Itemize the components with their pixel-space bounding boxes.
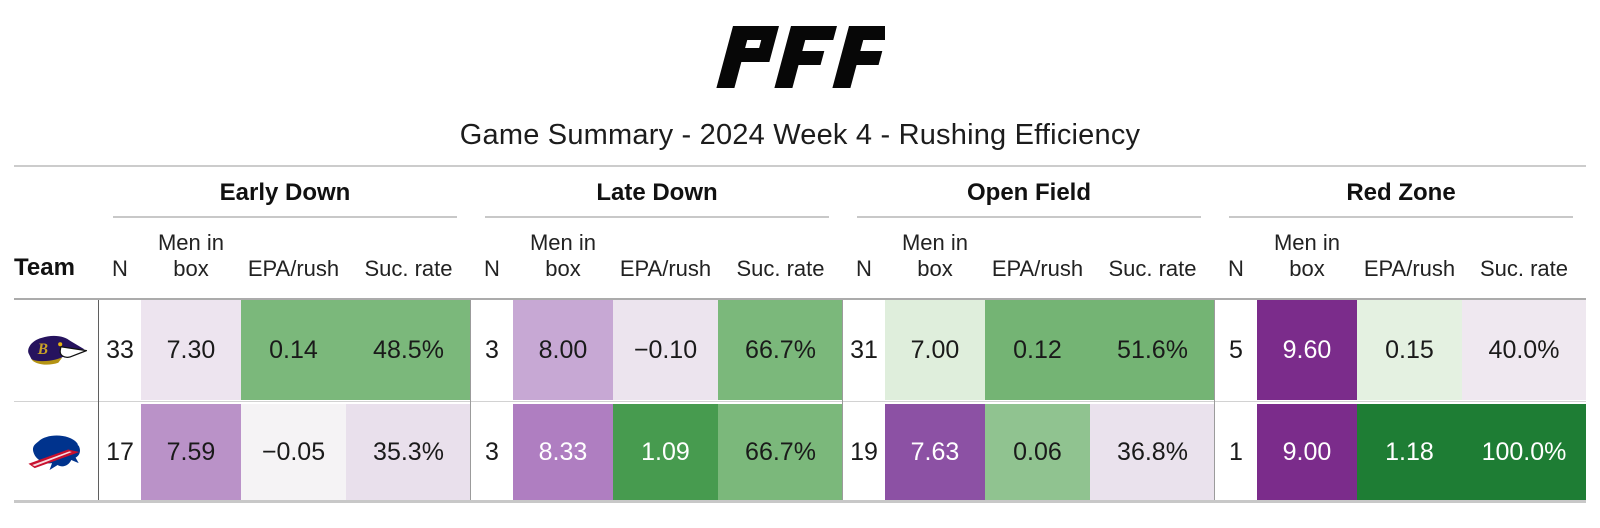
stat-cell: 8.00 bbox=[513, 300, 613, 400]
row-divider bbox=[14, 401, 1586, 402]
col-header-suc-rate: Suc. rate bbox=[1108, 256, 1197, 281]
group-underline bbox=[485, 216, 829, 218]
col-header-n: N bbox=[484, 256, 500, 281]
group-label: Open Field bbox=[966, 179, 1091, 206]
column-separator bbox=[1214, 300, 1215, 500]
stat-cell: 9.60 bbox=[1257, 300, 1357, 400]
stat-cell: −0.05 bbox=[241, 404, 346, 500]
column-separator bbox=[470, 300, 471, 500]
row-gap bbox=[14, 400, 1586, 404]
stat-cell: 1.09 bbox=[613, 404, 718, 500]
col-header-epa-rush: EPA/rush bbox=[619, 256, 712, 281]
group-underline bbox=[1229, 216, 1573, 218]
stat-cell: 36.8% bbox=[1090, 404, 1215, 500]
stat-cell: −0.10 bbox=[613, 300, 718, 400]
stat-cell: 51.6% bbox=[1090, 300, 1215, 400]
col-header-men-in-box: Men in box bbox=[529, 230, 597, 281]
col-header-epa-rush: EPA/rush bbox=[1363, 256, 1456, 281]
stat-cell: 5 bbox=[1215, 300, 1257, 400]
stat-cell: 66.7% bbox=[718, 404, 843, 500]
baltimore-ravens-logo: B bbox=[14, 300, 99, 400]
col-header-suc-rate: Suc. rate bbox=[364, 256, 453, 281]
stat-cell: 0.14 bbox=[241, 300, 346, 400]
stat-cell: 35.3% bbox=[346, 404, 471, 500]
col-header-epa-rush: EPA/rush bbox=[991, 256, 1084, 281]
table-row-bills: 17 7.59 −0.05 35.3% 3 8.33 1.09 66.7% 19… bbox=[14, 404, 1586, 500]
stat-cell: 1.18 bbox=[1357, 404, 1462, 500]
stat-cell: 40.0% bbox=[1462, 300, 1586, 400]
group-header-early-down: Early Down bbox=[99, 179, 471, 218]
table-bottom-border bbox=[14, 500, 1586, 503]
col-header-men-in-box: Men in box bbox=[901, 230, 969, 281]
stat-cell: 66.7% bbox=[718, 300, 843, 400]
stat-cell: 19 bbox=[843, 404, 885, 500]
col-header-suc-rate: Suc. rate bbox=[736, 256, 825, 281]
column-header-row: Team N Men in box EPA/rush Suc. rate N Me… bbox=[14, 218, 1586, 298]
stat-cell: 33 bbox=[99, 300, 141, 400]
team-column-header: Team bbox=[14, 254, 75, 281]
col-header-men-in-box: Men in box bbox=[1273, 230, 1341, 281]
col-header-men-in-box: Men in box bbox=[157, 230, 225, 281]
stat-cell: 3 bbox=[471, 404, 513, 500]
col-header-n: N bbox=[856, 256, 872, 281]
pff-logo-icon bbox=[715, 26, 895, 93]
stat-cell: 31 bbox=[843, 300, 885, 400]
table-row-ravens: B 33 7.30 0.14 48.5% 3 8.00 −0.10 66.7% … bbox=[14, 300, 1586, 400]
group-header-row: Early Down Late Down Open Field Red Zone bbox=[14, 167, 1586, 218]
header-divider bbox=[14, 298, 1586, 300]
stat-cell: 7.30 bbox=[141, 300, 241, 400]
column-separator bbox=[842, 300, 843, 500]
stat-cell: 7.00 bbox=[885, 300, 985, 400]
svg-text:B: B bbox=[36, 341, 47, 358]
col-header-n: N bbox=[1228, 256, 1244, 281]
stat-cell: 48.5% bbox=[346, 300, 471, 400]
rushing-efficiency-table: Early Down Late Down Open Field Red Zone… bbox=[14, 167, 1586, 503]
stat-cell: 0.12 bbox=[985, 300, 1090, 400]
stat-cell: 100.0% bbox=[1462, 404, 1586, 500]
stat-cell: 3 bbox=[471, 300, 513, 400]
stat-cell: 0.06 bbox=[985, 404, 1090, 500]
col-header-suc-rate: Suc. rate bbox=[1479, 256, 1569, 281]
stat-cell: 0.15 bbox=[1357, 300, 1462, 400]
group-label: Late Down bbox=[596, 179, 718, 206]
team-column-separator bbox=[98, 300, 99, 500]
page-title: Game Summary - 2024 Week 4 - Rushing Eff… bbox=[459, 119, 1141, 151]
group-header-late-down: Late Down bbox=[471, 179, 843, 218]
group-header-open-field: Open Field bbox=[843, 179, 1215, 218]
stat-cell: 8.33 bbox=[513, 404, 613, 500]
stat-cell: 9.00 bbox=[1257, 404, 1357, 500]
stat-cell: 7.63 bbox=[885, 404, 985, 500]
group-label: Early Down bbox=[219, 179, 351, 206]
group-label: Red Zone bbox=[1346, 179, 1456, 206]
buffalo-bills-logo bbox=[14, 404, 99, 500]
title-divider bbox=[14, 165, 1586, 167]
stat-cell: 17 bbox=[99, 404, 141, 500]
col-header-n: N bbox=[112, 256, 128, 281]
group-header-red-zone: Red Zone bbox=[1215, 179, 1587, 218]
stat-cell: 1 bbox=[1215, 404, 1257, 500]
group-underline bbox=[113, 216, 457, 218]
group-underline bbox=[857, 216, 1201, 218]
col-header-epa-rush: EPA/rush bbox=[247, 256, 340, 281]
stat-cell: 7.59 bbox=[141, 404, 241, 500]
table-body: B 33 7.30 0.14 48.5% 3 8.00 −0.10 66.7% … bbox=[14, 300, 1586, 500]
